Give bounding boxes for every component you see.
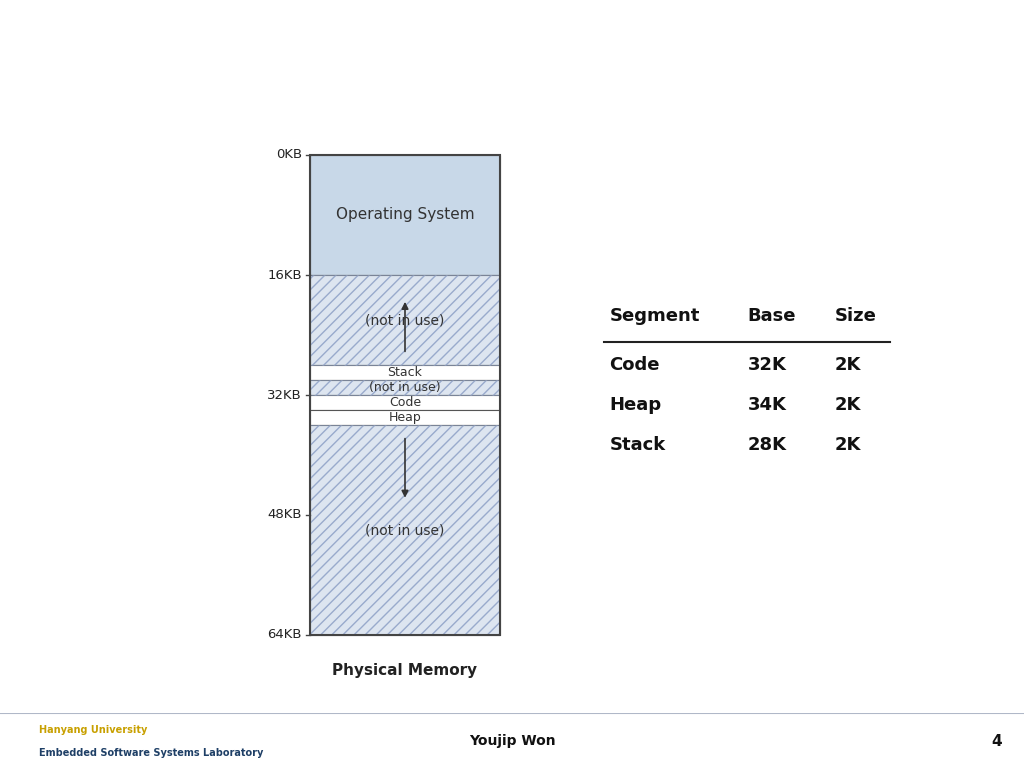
Text: Placing Segment In Physical Memory: Placing Segment In Physical Memory	[23, 24, 560, 52]
Text: Heap: Heap	[609, 396, 662, 414]
Bar	[310, 155, 500, 635]
Bar	[310, 425, 500, 635]
Text: 4: 4	[991, 734, 1001, 749]
Text: 16KB: 16KB	[267, 269, 302, 282]
Bar	[310, 275, 500, 365]
Text: Hanyang University: Hanyang University	[39, 726, 147, 736]
Bar	[310, 365, 500, 380]
Bar	[310, 410, 500, 425]
Text: (not in use): (not in use)	[370, 381, 440, 394]
Text: Segment: Segment	[609, 307, 699, 325]
Text: Size: Size	[835, 307, 877, 325]
Text: Stack: Stack	[609, 436, 666, 454]
Text: Code: Code	[609, 356, 659, 374]
Text: Youjip Won: Youjip Won	[469, 734, 555, 749]
Text: Embedded Software Systems Laboratory: Embedded Software Systems Laboratory	[39, 747, 263, 757]
Text: 34K: 34K	[748, 396, 786, 414]
Bar	[310, 275, 500, 365]
Text: 28K: 28K	[748, 436, 786, 454]
Text: Stack: Stack	[387, 366, 423, 379]
Text: Physical Memory: Physical Memory	[333, 663, 477, 678]
Text: Heap: Heap	[389, 411, 421, 424]
Bar	[310, 425, 500, 635]
Text: 32KB: 32KB	[267, 389, 302, 402]
Text: Code: Code	[389, 396, 421, 409]
Text: (not in use): (not in use)	[366, 313, 444, 327]
Bar	[310, 380, 500, 395]
Bar	[310, 380, 500, 395]
Text: Base: Base	[748, 307, 796, 325]
Bar	[310, 155, 500, 275]
Text: 2K: 2K	[835, 396, 861, 414]
Text: (not in use): (not in use)	[366, 523, 444, 537]
Bar	[310, 395, 500, 410]
Text: 64KB: 64KB	[267, 628, 302, 641]
Text: Operating System: Operating System	[336, 207, 474, 223]
Text: 2K: 2K	[835, 436, 861, 454]
Text: 2K: 2K	[835, 356, 861, 374]
Text: 0KB: 0KB	[275, 148, 302, 161]
Text: 32K: 32K	[748, 356, 786, 374]
Text: 48KB: 48KB	[267, 508, 302, 521]
